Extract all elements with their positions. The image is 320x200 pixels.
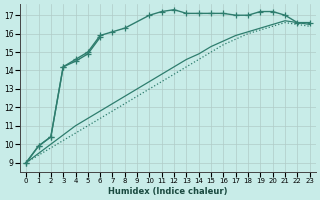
- X-axis label: Humidex (Indice chaleur): Humidex (Indice chaleur): [108, 187, 228, 196]
